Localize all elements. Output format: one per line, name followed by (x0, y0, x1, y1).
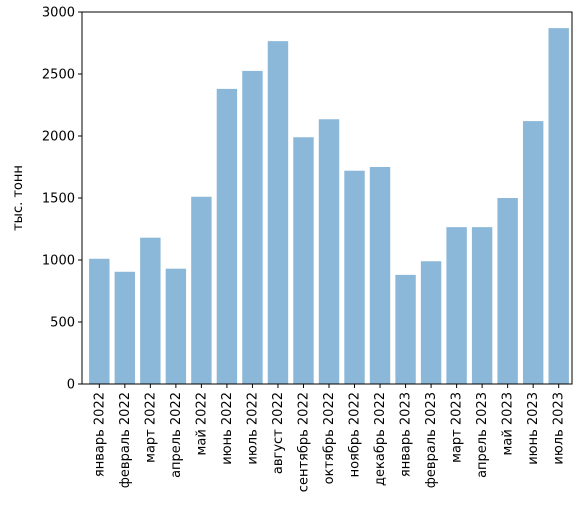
x-tick-label: март 2023 (450, 392, 465, 463)
x-tick-label: июнь 2022 (220, 392, 235, 465)
x-tick-label: декабрь 2022 (373, 392, 388, 486)
bar-8 (267, 41, 289, 384)
x-tick-label: январь 2023 (399, 392, 414, 477)
bars-group (89, 28, 569, 385)
x-tick-label: апрель 2023 (475, 392, 490, 478)
bar-19 (548, 28, 569, 385)
bar-3 (140, 237, 161, 384)
bar-4 (165, 268, 187, 384)
bar-16 (471, 227, 493, 384)
y-tick-label: 2500 (42, 68, 75, 83)
y-tick-label: 1000 (42, 254, 75, 269)
bar-9 (293, 137, 314, 384)
x-tick-label: февраль 2022 (118, 392, 133, 488)
x-tick-label: март 2022 (143, 392, 158, 463)
bar-11 (344, 170, 365, 384)
y-tick-label: 0 (67, 378, 75, 393)
bar-7 (242, 70, 263, 385)
x-tick-label: ноябрь 2022 (348, 392, 363, 477)
bar-18 (522, 121, 544, 385)
x-tick-label: июнь 2023 (526, 392, 541, 465)
y-tick-label: 3000 (42, 6, 75, 21)
bar-13 (395, 274, 416, 384)
x-tick-label: апрель 2022 (169, 392, 184, 478)
x-tick-label: январь 2022 (92, 392, 107, 477)
x-tick-label: июль 2022 (245, 392, 260, 465)
y-axis: 0 500 1000 1500 2000 2500 3000 (42, 6, 82, 393)
x-tick-label: июль 2023 (552, 392, 567, 465)
bar-5 (191, 196, 212, 384)
y-tick-label: 500 (50, 316, 75, 331)
bar-6 (216, 88, 238, 384)
bar-15 (446, 227, 467, 384)
bar-10 (318, 119, 340, 384)
y-axis-label: тыс. тонн (11, 165, 26, 231)
bar-1 (89, 258, 110, 384)
bar-14 (420, 261, 442, 384)
bar-12 (369, 167, 391, 384)
bar-17 (497, 198, 518, 384)
y-tick-label: 1500 (42, 192, 75, 207)
x-tick-label: август 2022 (271, 392, 286, 474)
x-tick-label: февраль 2023 (424, 392, 439, 488)
x-tick-label: сентябрь 2022 (296, 392, 311, 492)
y-tick-label: 2000 (42, 130, 75, 145)
x-axis: январь 2022 февраль 2022 март 2022 апрель 2… (92, 384, 567, 492)
x-tick-label: май 2022 (194, 392, 209, 455)
x-tick-label: октябрь 2022 (322, 392, 337, 484)
x-tick-label: май 2023 (501, 392, 516, 455)
bar-2 (114, 271, 136, 384)
